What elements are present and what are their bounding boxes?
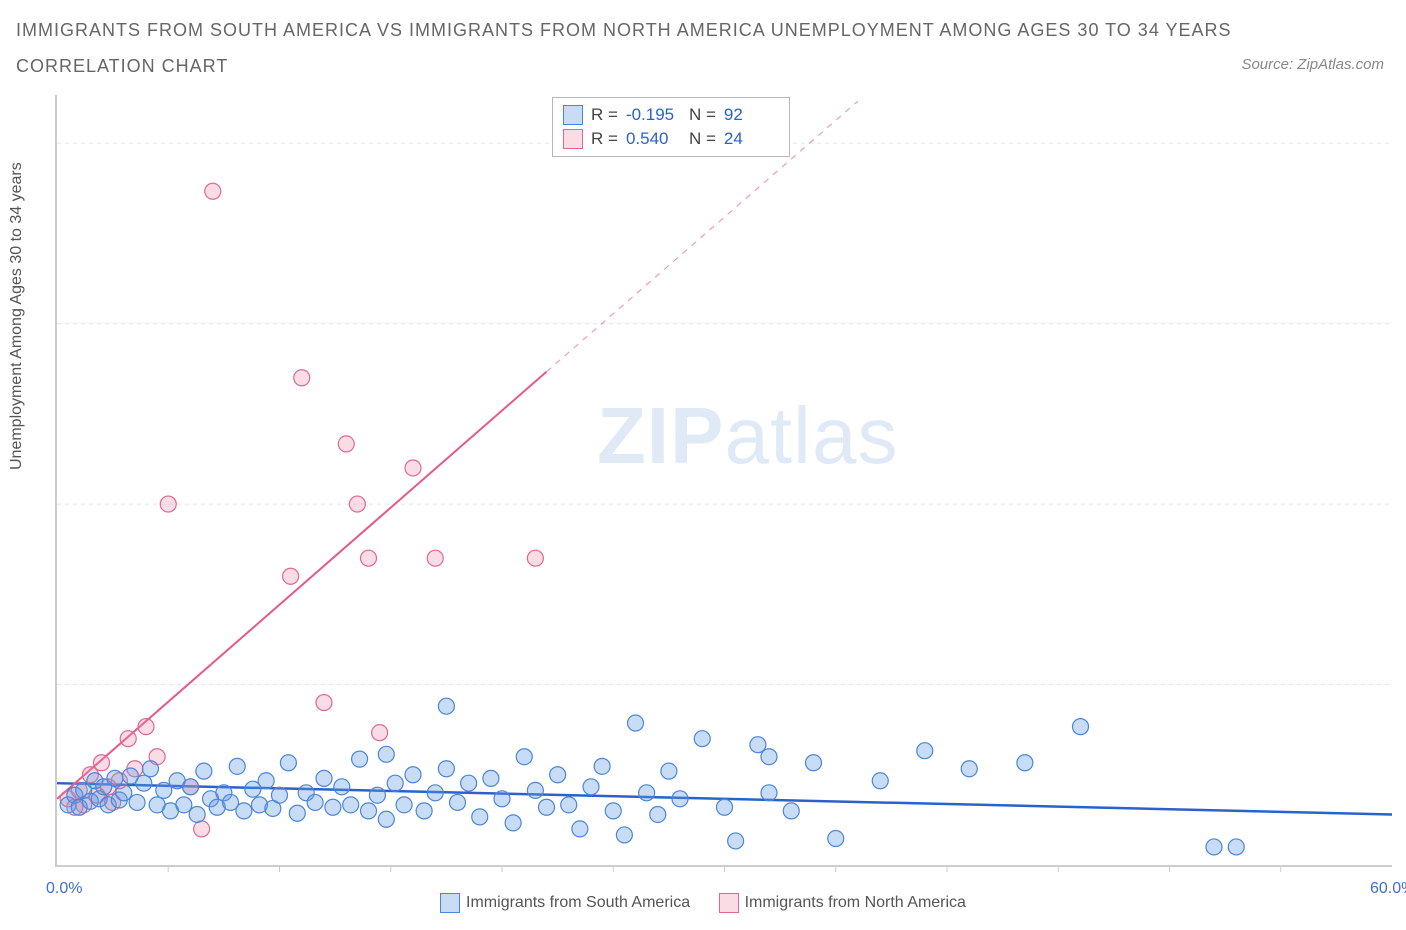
stats-n-value: 92 [724,105,779,125]
chart-subtitle: CORRELATION CHART [16,56,228,77]
plot-area: ZIPatlas R = -0.195 N = 92 R = 0.540 N =… [55,95,1392,867]
stats-swatch-pink [563,129,583,149]
y-tick-label: 45.0% [1395,314,1406,332]
legend-item-pink: Immigrants from North America [719,893,966,913]
legend: Immigrants from South America Immigrants… [0,893,1406,918]
legend-label: Immigrants from North America [745,894,966,912]
y-axis-label: Unemployment Among Ages 30 to 34 years [8,162,26,470]
stats-r-value: -0.195 [626,105,681,125]
plot-svg [57,95,1392,865]
y-tick-label: 15.0% [1395,675,1406,693]
stats-r-label: R = [591,105,618,125]
legend-label: Immigrants from South America [466,894,690,912]
y-tick-label: 30.0% [1395,494,1406,512]
stats-box: R = -0.195 N = 92 R = 0.540 N = 24 [552,97,790,157]
stats-n-value: 24 [724,129,779,149]
stats-row: R = 0.540 N = 24 [563,127,779,151]
chart-title: IMMIGRANTS FROM SOUTH AMERICA VS IMMIGRA… [16,20,1232,41]
legend-swatch-blue [440,893,460,913]
stats-n-label: N = [689,105,716,125]
stats-r-label: R = [591,129,618,149]
stats-n-label: N = [689,129,716,149]
y-tick-label: 60.0% [1395,133,1406,151]
stats-r-value: 0.540 [626,129,681,149]
chart-container: IMMIGRANTS FROM SOUTH AMERICA VS IMMIGRA… [0,0,1406,930]
stats-swatch-blue [563,105,583,125]
legend-item-blue: Immigrants from South America [440,893,690,913]
source-label: Source: ZipAtlas.com [1241,56,1384,73]
stats-row: R = -0.195 N = 92 [563,103,779,127]
legend-swatch-pink [719,893,739,913]
